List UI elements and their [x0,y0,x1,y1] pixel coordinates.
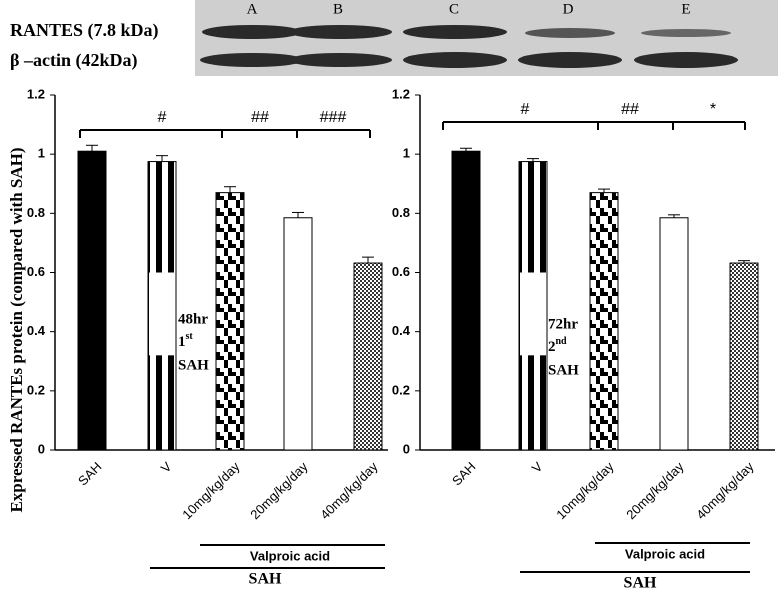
bar-highlight [149,272,175,356]
y-tick-label: 0.2 [392,382,410,397]
group-label: Valproic acid [625,546,705,561]
lane-label: A [247,1,258,17]
ordinal-suffix: nd [556,336,568,347]
y-tick-label: 0 [403,441,410,456]
lane-label: E [681,1,690,17]
x-tick-label: 10mg/kg/day [553,459,617,523]
significance-label: ## [251,109,269,126]
time-label: 48hr [178,311,208,327]
y-tick-label: 1 [403,146,410,161]
significance-label: # [521,101,530,118]
y-axis-label: Expressed RANTEs protein (compared with … [7,147,26,512]
significance-label: ## [621,101,639,118]
ordinal-number: 2 [548,339,556,355]
y-tick-label: 1.2 [392,86,410,101]
x-tick-label: 20mg/kg/day [623,459,687,523]
x-tick-label: 40mg/kg/day [693,459,757,523]
group-label: SAH [624,575,657,590]
y-tick-label: 0.4 [27,323,46,338]
y-tick-label: 1.2 [27,86,45,101]
y-tick-label: 0.2 [27,382,45,397]
lane-label: C [449,1,459,17]
x-tick-label: 10mg/kg/day [179,459,243,523]
y-tick-label: 0.6 [27,264,45,279]
event-label: SAH [548,362,579,378]
x-tick-label: V [529,459,546,476]
significance-label: * [710,101,716,118]
bar [353,262,383,451]
x-tick-label: 20mg/kg/day [247,459,311,523]
blot-bands [200,25,738,68]
x-tick-label: SAH [75,459,105,489]
y-tick-label: 0.4 [392,323,411,338]
y-tick-label: 0.8 [27,205,45,220]
bar [659,217,689,451]
bar [283,217,313,451]
ordinal-suffix: st [186,331,194,342]
x-tick-label: SAH [449,459,479,489]
x-tick-label: 40mg/kg/day [317,459,381,523]
ordinal-number: 1 [178,334,186,350]
group-label: SAH [249,571,282,588]
bar [77,150,107,451]
y-tick-label: 0 [38,441,45,456]
bar [451,150,481,451]
time-label: 72hr [548,316,578,332]
bar [589,192,619,451]
ordinal-label: 2nd [548,336,567,355]
x-tick-label: V [158,459,175,476]
blot-row-label: β –actin (42kDa) [10,50,137,71]
blot-row-label: RANTES (7.8 kDa) [10,20,159,41]
y-tick-label: 1 [38,146,45,161]
ordinal-label: 1st [178,331,193,350]
lane-label: D [563,1,574,17]
event-label: SAH [178,357,209,373]
y-tick-label: 0.8 [392,205,410,220]
bar-highlight [520,272,546,356]
significance-label: ### [320,109,347,126]
y-tick-label: 0.6 [392,264,410,279]
bar [729,262,759,451]
group-label: Valproic acid [250,548,330,563]
lane-label: B [333,1,343,17]
bar [215,192,245,451]
significance-label: # [158,109,167,126]
